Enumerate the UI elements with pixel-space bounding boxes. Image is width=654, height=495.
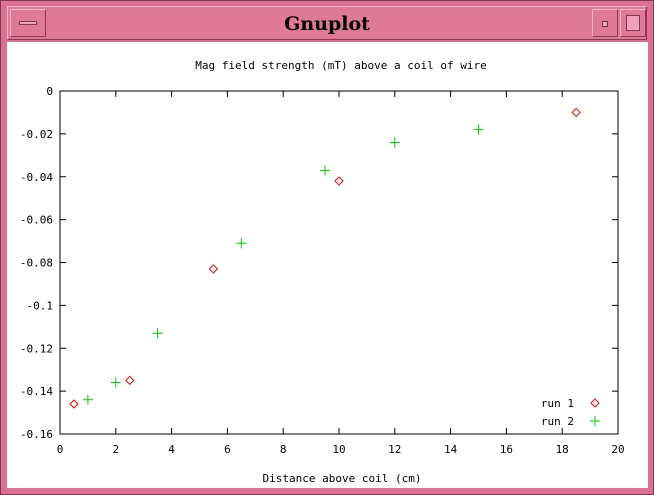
plot-frame <box>59 90 619 435</box>
window-title: Gnuplot <box>284 13 370 35</box>
menu-bar-icon <box>19 21 37 25</box>
diamond-point <box>208 264 219 274</box>
minimize-icon <box>602 21 608 27</box>
plus-point <box>473 124 484 135</box>
diamond-point <box>125 375 135 386</box>
maximize-icon <box>626 15 640 31</box>
legend-plus-marker <box>590 416 600 426</box>
plus-point <box>82 394 93 405</box>
maximize-button[interactable] <box>620 9 646 37</box>
legend-diamond-marker <box>590 398 600 408</box>
plus-point <box>152 328 163 339</box>
y-tick-label: -0.04 <box>20 171 53 184</box>
x-tick-label: 6 <box>224 443 231 456</box>
y-tick-label: -0.14 <box>20 385 53 398</box>
title-bar[interactable]: Gnuplot <box>7 6 647 40</box>
x-tick-label: 10 <box>332 443 345 456</box>
x-tick-label: 0 <box>57 443 64 456</box>
x-tick-label: 12 <box>388 443 401 456</box>
window-menu-button[interactable] <box>10 9 46 37</box>
x-tick-label: 14 <box>444 443 458 456</box>
plus-point <box>320 165 331 176</box>
x-tick-label: 18 <box>556 443 569 456</box>
data-marks <box>69 107 581 409</box>
axes: 0 2 4 6 8 10 12 14 16 18 20 0 -0.02 -0.04 -0.06 -0.08 -0… <box>20 85 625 456</box>
x-tick-label: 8 <box>280 443 287 456</box>
x-tick-label: 4 <box>168 443 175 456</box>
x-tick-label: 20 <box>611 443 624 456</box>
plot-area: Mag field strength (mT) above a coil of … <box>7 42 648 488</box>
minimize-button[interactable] <box>592 9 618 37</box>
y-tick-label: -0.12 <box>20 342 53 355</box>
x-tick-label: 16 <box>500 443 513 456</box>
y-tick-label: -0.06 <box>20 214 53 227</box>
x-tick-label: 2 <box>112 443 119 456</box>
y-tick-label: -0.02 <box>20 128 53 141</box>
diamond-point <box>69 399 79 409</box>
plus-point <box>110 377 121 388</box>
legend: run 1 run 2 <box>541 397 600 428</box>
y-tick-label: 0 <box>46 85 53 98</box>
legend-label: run 1 <box>541 397 574 410</box>
y-tick-label: -0.08 <box>20 257 53 270</box>
scatter-chart: Mag field strength (mT) above a coil of … <box>20 59 625 485</box>
legend-label: run 2 <box>541 415 574 428</box>
diamond-point <box>571 107 581 118</box>
y-tick-label: -0.1 <box>27 299 54 312</box>
x-axis-label: Distance above coil (cm) <box>263 472 422 485</box>
chart-title: Mag field strength (mT) above a coil of … <box>195 59 486 72</box>
plus-point <box>236 238 247 249</box>
diamond-point <box>334 176 344 186</box>
y-tick-label: -0.16 <box>20 428 53 441</box>
plus-point <box>389 137 400 148</box>
